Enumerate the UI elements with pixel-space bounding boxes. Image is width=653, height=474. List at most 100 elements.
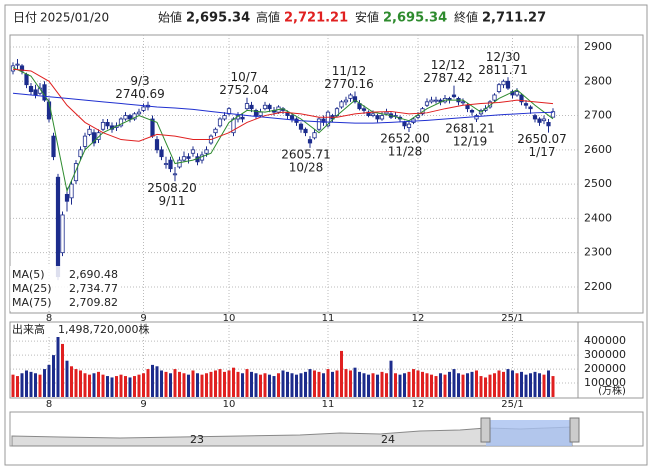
volume-bar (461, 374, 465, 397)
annotation-price: 2740.69 (115, 87, 165, 101)
volume-bar (43, 369, 46, 397)
candle-body (73, 163, 79, 182)
volume-bar (92, 373, 96, 397)
volume-bar (340, 350, 343, 397)
volume-bar (214, 370, 217, 397)
x-tick-label: 25/1 (501, 313, 523, 324)
candle-body (501, 80, 506, 86)
candle-body (127, 115, 133, 120)
volume-bar (164, 371, 168, 397)
volume-bar (538, 373, 541, 397)
volume-bar (479, 376, 483, 397)
volume-bar (290, 373, 294, 397)
volume-bar (533, 371, 537, 397)
y-tick-label: 2800 (584, 74, 612, 87)
high: 2,721.21 (284, 11, 348, 26)
candle-body (159, 149, 164, 158)
annotation-price: 2787.42 (423, 71, 473, 85)
annotation-date: 12/12 (431, 58, 466, 72)
volume-bar (448, 371, 451, 397)
annotation-price: 2508.20 (147, 181, 197, 195)
candle-body (451, 94, 457, 98)
x-tick-label: 8 (46, 399, 52, 410)
navigator-selection[interactable] (486, 420, 572, 446)
volume-bar (101, 374, 105, 397)
high-label: 高値 (256, 10, 280, 25)
volume-bar (551, 376, 555, 397)
candle-body (514, 91, 520, 96)
x-tick-label: 11 (322, 313, 335, 324)
x-tick-label: 10 (223, 399, 236, 410)
volume-bar (398, 374, 402, 397)
candle-body (298, 123, 304, 130)
volume-bar (196, 373, 199, 397)
volume-bar (61, 343, 64, 397)
volume-total: 1,498,720,000株 (58, 322, 149, 336)
candle-body (28, 86, 34, 92)
candle-body (118, 118, 124, 127)
volume-bar (326, 369, 330, 397)
volume-bar (322, 373, 325, 397)
legend-box (10, 266, 120, 311)
candle-body (537, 118, 542, 123)
volume-bar (443, 374, 447, 397)
y-tick-label: 2400 (584, 211, 612, 224)
candle-body (406, 123, 412, 128)
volume-bar (515, 373, 519, 397)
volume-bar (70, 366, 73, 397)
volume-bar (394, 373, 397, 397)
volume-bar (358, 371, 361, 397)
volume-bar (335, 370, 339, 397)
volume-bar (367, 374, 370, 397)
volume-bar (506, 369, 510, 397)
candle-body (348, 94, 353, 99)
candle-body (307, 139, 313, 144)
candle-body (55, 176, 61, 278)
candle-body (289, 115, 295, 120)
candle-body (190, 149, 196, 154)
price-panel (9, 34, 644, 314)
volume-bar (52, 355, 55, 397)
candle-body (249, 104, 254, 110)
candle-body (402, 122, 407, 127)
y-tick-label: 300000 (584, 348, 626, 361)
x-tick-label: 11 (322, 399, 335, 410)
volume-bar (236, 371, 240, 397)
volume-bar (511, 370, 514, 397)
candle-body (87, 128, 92, 135)
volume-bar (488, 374, 492, 397)
volume-bar (97, 371, 100, 397)
volume-bar (277, 373, 280, 397)
candle-body (262, 104, 268, 110)
candle-body (361, 108, 367, 111)
low: 2,695.34 (383, 11, 447, 26)
volume-bar (142, 373, 145, 397)
volume-bar (389, 360, 393, 397)
candle-body (523, 103, 529, 106)
candle-body (253, 110, 259, 116)
candle-body (82, 135, 88, 147)
y-tick-label: 2600 (584, 143, 612, 156)
legend-name: MA(5) (12, 268, 45, 281)
volume-bar (218, 369, 222, 397)
candle-body (168, 159, 173, 170)
close-label: 終値 (454, 10, 478, 25)
volume-bar (344, 369, 348, 397)
candle-body (474, 115, 479, 120)
volume-bar (128, 377, 132, 397)
volume-bar (88, 374, 91, 397)
candle-body (177, 159, 182, 168)
candle-body (244, 103, 250, 110)
volume-bar (313, 370, 316, 397)
candle-body (60, 214, 65, 254)
volume-bar (178, 371, 181, 397)
volume-bar (83, 373, 87, 397)
volume-bar (205, 373, 208, 397)
candle-body (492, 94, 497, 101)
navigator-handle[interactable] (569, 417, 580, 443)
navigator-handle[interactable] (480, 417, 491, 443)
candle-body (69, 183, 74, 199)
annotation-price: 2752.04 (219, 83, 269, 97)
annotation-price: 2811.71 (478, 63, 528, 77)
annotation-date: 10/7 (231, 70, 258, 84)
